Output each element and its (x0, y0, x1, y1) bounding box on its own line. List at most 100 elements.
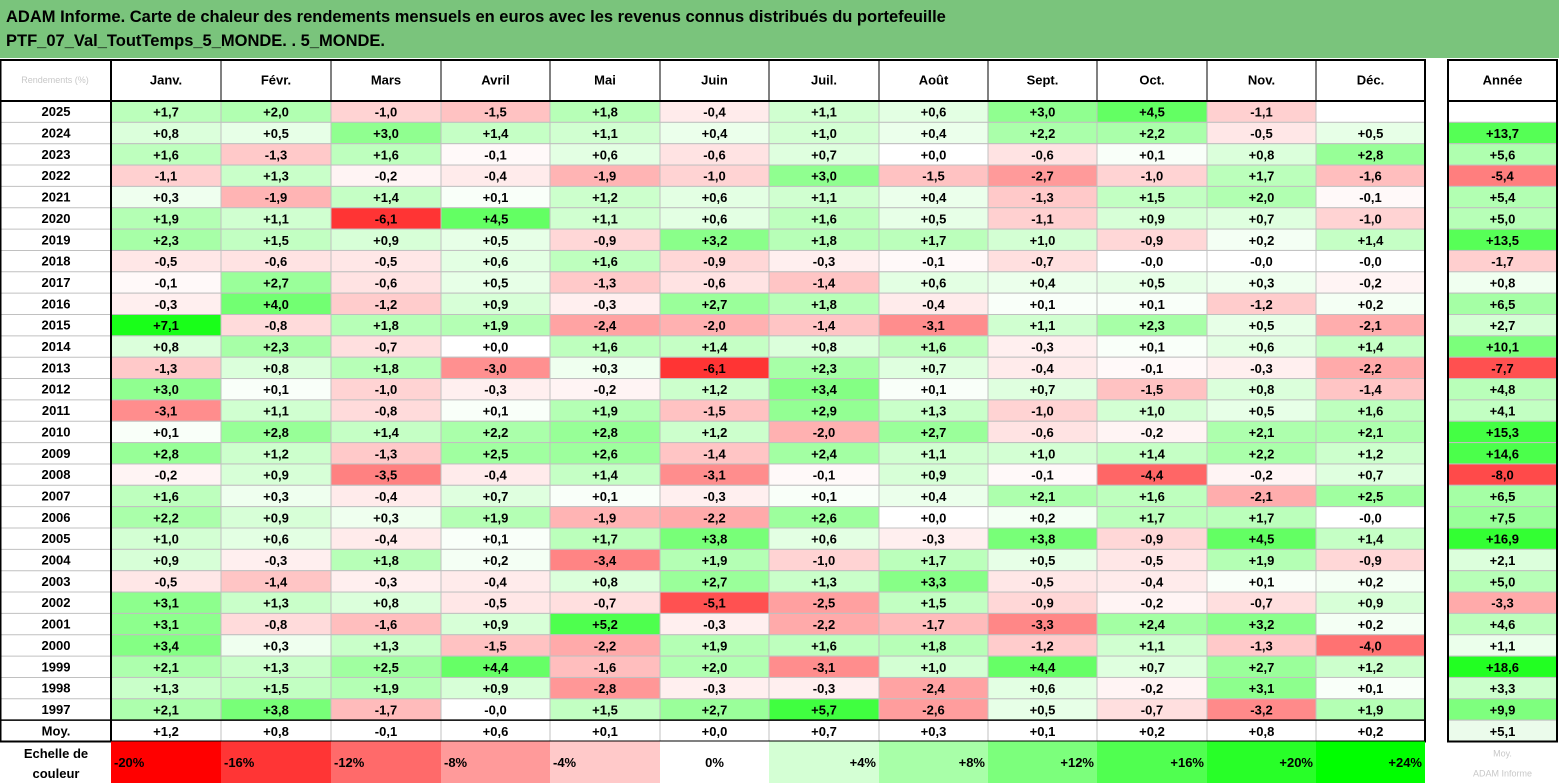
cell-value-2000-8: +1,8 (921, 638, 947, 653)
cell-2025-12 (1315, 100, 1426, 123)
cell-value-2019-9: +1,0 (1030, 233, 1056, 248)
cell-value-2005-8: -0,3 (922, 532, 944, 547)
cell-value-2025-4: -1,5 (484, 105, 506, 120)
cell-value-2005-9: +3,8 (1030, 532, 1056, 547)
cell-value-2005-1: +1,0 (153, 532, 179, 547)
cell-value-2012-6: +1,2 (702, 382, 728, 397)
annual-value-2005: +16,9 (1486, 532, 1519, 547)
cell-value-2018-11: -0,0 (1250, 254, 1272, 269)
annual-value-2016: +6,5 (1490, 297, 1516, 312)
cell-value-2012-5: -0,2 (594, 382, 616, 397)
cell-value-2021-5: +1,2 (592, 190, 618, 205)
cell-value-2007-6: -0,3 (703, 489, 725, 504)
year-label-2025: 2025 (42, 104, 71, 119)
cell-value-1999-3: +2,5 (373, 660, 399, 675)
annual-value-2011: +4,1 (1490, 404, 1516, 419)
cell-value-2023-8: +0,0 (921, 147, 947, 162)
cell-value-2025-3: -1,0 (375, 105, 397, 120)
cell-value-2000-9: -1,2 (1031, 638, 1053, 653)
scale-swatch-6 (660, 741, 769, 783)
title-line-1: ADAM Informe. Carte de chaleur des rende… (6, 8, 946, 26)
cell-value-2014-8: +1,6 (921, 340, 947, 355)
cell-value-2022-8: -1,5 (922, 169, 944, 184)
cell-value-2018-3: -0,5 (375, 254, 397, 269)
cell-value-2020-3: -6,1 (375, 211, 397, 226)
cell-value-1997-5: +1,5 (592, 702, 618, 717)
cell-value-2005-7: +0,6 (811, 532, 837, 547)
cell-value-2008-3: -3,5 (375, 468, 397, 483)
cell-value-2010-10: -0,2 (1141, 425, 1163, 440)
cell-value-2023-4: -0,1 (484, 147, 506, 162)
annual-value-2004: +2,1 (1490, 553, 1516, 568)
cell-value-1998-6: -0,3 (703, 681, 725, 696)
cell-value-2011-2: +1,1 (263, 404, 289, 419)
annual-value-2003: +5,0 (1490, 574, 1516, 589)
cell-value-2018-2: -0,6 (265, 254, 287, 269)
cell-value-2025-1: +1,7 (153, 105, 179, 120)
cell-value-2002-11: -0,7 (1250, 596, 1272, 611)
cell-value-1997-2: +3,8 (263, 702, 289, 717)
cell-value-2003-12: +0,2 (1358, 574, 1384, 589)
cell-value-2012-7: +3,4 (811, 382, 837, 397)
cell-value-2021-8: +0,4 (921, 190, 947, 205)
cell-value-2024-10: +2,2 (1139, 126, 1165, 141)
mean-annual-value: +5,1 (1490, 724, 1516, 739)
cell-value-2009-2: +1,2 (263, 446, 289, 461)
cell-value-2004-5: -3,4 (594, 553, 617, 568)
cell-value-2001-6: -0,3 (703, 617, 725, 632)
cell-value-2018-6: -0,9 (703, 254, 725, 269)
cell-value-2007-7: +0,1 (811, 489, 837, 504)
cell-value-2002-8: +1,5 (921, 596, 947, 611)
scale-swatch-9 (988, 741, 1097, 783)
year-label-1998: 1998 (42, 681, 71, 696)
cell-value-2019-8: +1,7 (921, 233, 947, 248)
cell-value-2014-1: +0,8 (153, 340, 179, 355)
annual-value-2023: +5,6 (1490, 147, 1516, 162)
cell-value-2001-2: -0,8 (265, 617, 287, 632)
cell-value-2003-8: +3,3 (921, 574, 947, 589)
cell-value-2014-3: -0,7 (375, 340, 397, 355)
cell-value-2014-4: +0,0 (483, 340, 509, 355)
header-row-bg (0, 60, 1559, 101)
cell-value-2015-1: +7,1 (153, 318, 179, 333)
cell-value-2003-10: -0,4 (1141, 574, 1164, 589)
cell-value-2024-4: +1,4 (483, 126, 509, 141)
mean-value-7: +0,7 (811, 724, 837, 739)
cell-value-2004-4: +0,2 (483, 553, 509, 568)
cell-value-2020-4: +4,5 (483, 211, 509, 226)
year-label-2013: 2013 (42, 360, 71, 375)
cell-value-2005-6: +3,8 (702, 532, 728, 547)
cell-value-2013-9: -0,4 (1031, 361, 1054, 376)
cell-value-2021-3: +1,4 (373, 190, 399, 205)
cell-value-2003-1: -0,5 (155, 574, 177, 589)
cell-value-2004-1: +0,9 (153, 553, 179, 568)
cell-value-2019-11: +0,2 (1249, 233, 1275, 248)
cell-value-2019-6: +3,2 (702, 233, 728, 248)
cell-value-2001-5: +5,2 (592, 617, 618, 632)
scale-swatch-5 (550, 741, 660, 783)
cell-value-1997-7: +5,7 (811, 702, 837, 717)
cell-value-2016-3: -1,2 (375, 297, 397, 312)
scale-label-7: +4% (850, 755, 877, 770)
cell-value-2018-8: -0,1 (922, 254, 944, 269)
cell-value-2020-12: -1,0 (1359, 211, 1381, 226)
cell-value-2024-12: +0,5 (1358, 126, 1384, 141)
year-label-2024: 2024 (42, 126, 72, 141)
scale-swatch-2 (221, 741, 331, 783)
cell-value-2002-7: -2,5 (813, 596, 835, 611)
cell-value-2015-7: -1,4 (813, 318, 836, 333)
cell-value-2010-1: +0,1 (153, 425, 179, 440)
cell-value-2012-12: -1,4 (1359, 382, 1382, 397)
cell-value-2015-4: +1,9 (483, 318, 509, 333)
cell-value-2019-4: +0,5 (483, 233, 509, 248)
cell-value-2009-1: +2,8 (153, 446, 179, 461)
cell-value-2023-2: -1,3 (265, 147, 287, 162)
mean-value-4: +0,6 (483, 724, 509, 739)
cell-value-2016-9: +0,1 (1030, 297, 1056, 312)
cell-value-2001-9: -3,3 (1031, 617, 1053, 632)
cell-value-2017-3: -0,6 (375, 275, 397, 290)
scale-label-6: 0% (705, 755, 724, 770)
mean-value-9: +0,1 (1030, 724, 1056, 739)
cell-value-2000-1: +3,4 (153, 638, 179, 653)
annual-value-2018: -1,7 (1491, 254, 1513, 269)
